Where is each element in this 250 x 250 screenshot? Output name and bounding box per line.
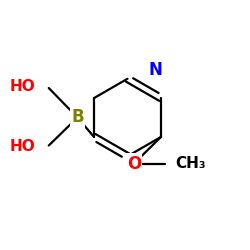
Text: N: N [149, 61, 162, 79]
Text: CH₃: CH₃ [175, 156, 206, 171]
Text: HO: HO [9, 139, 35, 154]
Text: O: O [127, 155, 141, 173]
Text: B: B [71, 108, 84, 126]
Text: HO: HO [9, 79, 35, 94]
